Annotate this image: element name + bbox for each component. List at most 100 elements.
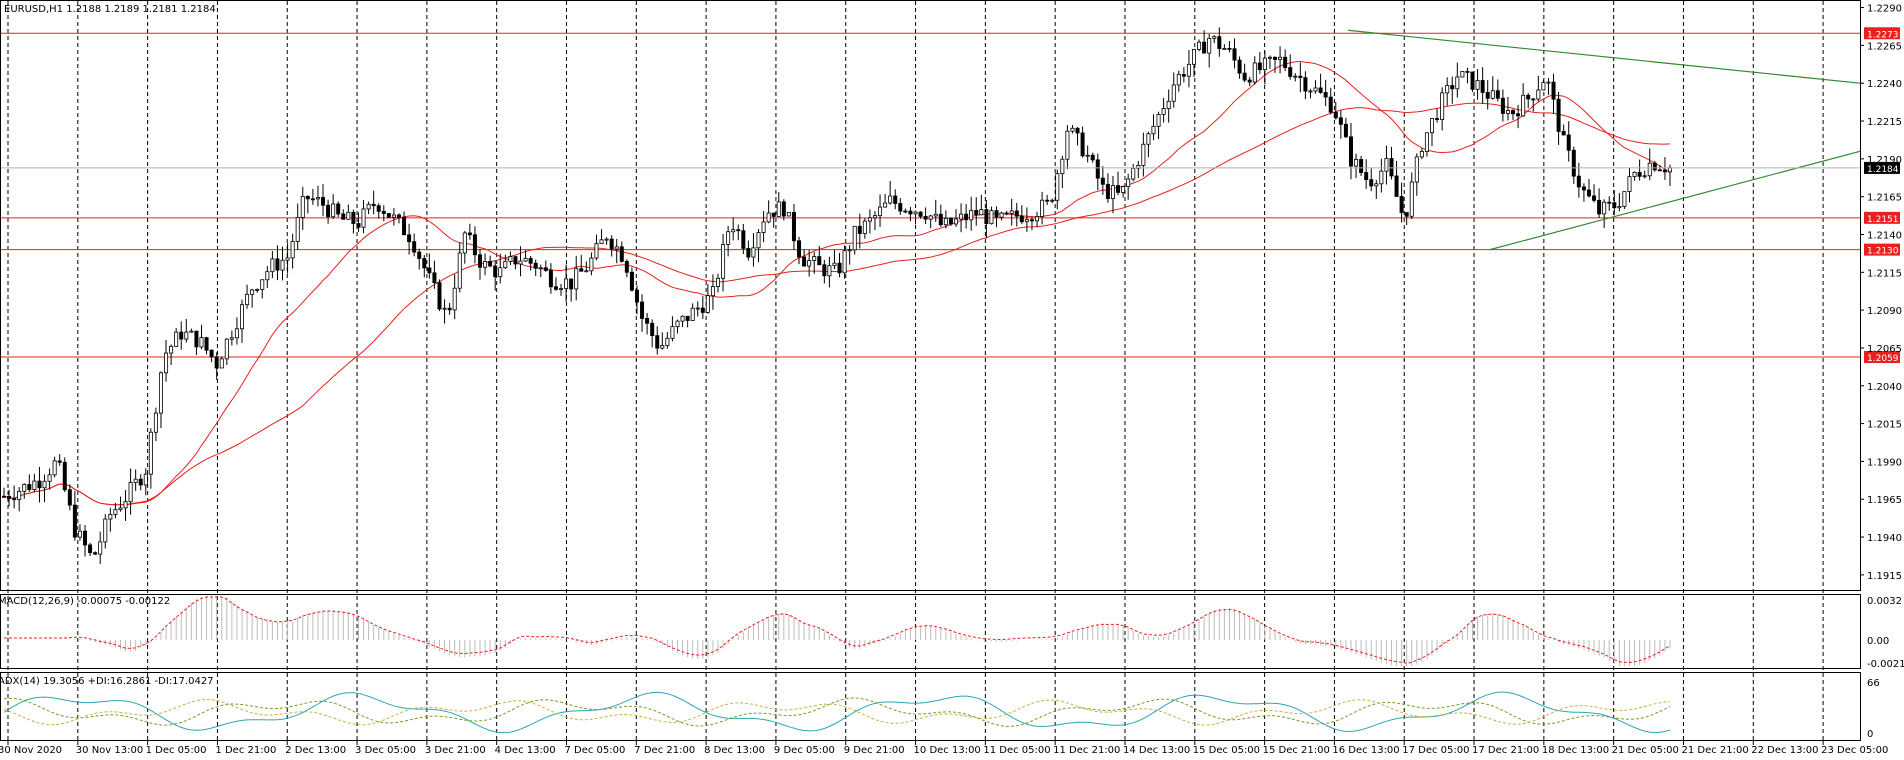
candle-body	[1085, 154, 1090, 157]
candle-body	[1389, 158, 1394, 177]
current-price-marker: 1.2184	[0, 161, 1900, 175]
candle-body	[214, 356, 219, 369]
candle-body	[1657, 169, 1662, 172]
candle-body	[1652, 162, 1657, 171]
candle-body	[1531, 98, 1536, 101]
candle-body	[290, 241, 295, 259]
candle-body	[1369, 179, 1374, 187]
candle-body	[564, 278, 569, 290]
adx-panel: 66 0	[3, 678, 1880, 740]
time-tick-label: 11 Dec 05:00	[983, 745, 1050, 756]
adx-tick-label: 0	[1867, 729, 1873, 740]
candle-body	[1536, 89, 1541, 100]
candle-body	[1343, 123, 1348, 138]
candle-body	[108, 514, 113, 520]
candle-body	[174, 331, 179, 347]
candle-body	[1247, 79, 1252, 83]
candle-body	[1237, 59, 1242, 74]
candle-body	[756, 232, 761, 249]
candle-body	[1546, 81, 1551, 84]
candle-body	[1637, 171, 1642, 177]
candle-body	[83, 530, 88, 546]
candle-body	[407, 234, 412, 243]
macd-panel: 0.0032 0.00 -0.00219	[4, 596, 1904, 670]
candle-body	[275, 258, 280, 271]
candle-body	[22, 484, 27, 492]
candle-body	[498, 267, 503, 278]
candle-body	[189, 330, 194, 333]
candle-body	[538, 267, 543, 270]
candle-body	[1561, 131, 1566, 136]
candle-body	[1318, 87, 1323, 93]
minus-di-line	[3, 698, 1671, 726]
candle-body	[954, 218, 959, 225]
candle-body	[710, 286, 715, 297]
candle-body	[842, 250, 847, 274]
candle-body	[964, 213, 969, 221]
candle-body	[1050, 199, 1055, 202]
candle-body	[1323, 92, 1328, 98]
candle-body	[1354, 159, 1359, 167]
candle-body	[1480, 80, 1485, 93]
candle-body	[948, 218, 953, 225]
time-tick-label: 17 Dec 05:00	[1402, 745, 1469, 756]
candle-body	[229, 337, 234, 340]
candle-body	[1267, 56, 1272, 59]
candle-body	[1202, 41, 1207, 54]
candle-body	[1511, 110, 1516, 115]
candle-body	[321, 197, 326, 206]
candle-body	[472, 234, 477, 256]
candle-body	[93, 552, 98, 555]
candle-body	[1014, 210, 1019, 217]
level-label: 1.2273	[1867, 30, 1899, 40]
candle-body	[1004, 212, 1009, 215]
candle-body	[700, 307, 705, 313]
moving-average-fast	[3, 60, 1671, 506]
candle-body	[128, 482, 133, 503]
candle-body	[1597, 199, 1602, 215]
candle-body	[245, 293, 250, 306]
adx-line	[3, 691, 1671, 734]
time-tick-label: 2 Dec 13:00	[285, 745, 346, 756]
candle-body	[310, 198, 315, 201]
candle-body	[969, 210, 974, 221]
candle-body	[386, 213, 391, 218]
price-tick-label: 1.1990	[1867, 457, 1902, 468]
candle-body	[1095, 159, 1100, 179]
candle-body	[346, 211, 351, 220]
candle-body	[1455, 76, 1460, 90]
price-tick-label: 1.2140	[1867, 230, 1902, 241]
candle-body	[1252, 62, 1257, 83]
candle-body	[847, 249, 852, 252]
candle-body	[857, 225, 862, 234]
candle-body	[989, 210, 994, 225]
time-tick-label: 17 Dec 21:00	[1472, 745, 1539, 756]
candle-body	[675, 320, 680, 328]
candle-body	[1075, 127, 1080, 134]
candle-body	[822, 264, 827, 277]
candle-body	[285, 257, 290, 261]
candle-body	[1556, 98, 1561, 132]
level-label: 1.2130	[1867, 247, 1899, 257]
price-tick-label: 1.2065	[1867, 344, 1902, 355]
time-tick-label: 10 Dec 13:00	[914, 745, 981, 756]
candle-body	[417, 251, 422, 259]
price-tick-label: 1.2165	[1867, 193, 1902, 204]
candle-body	[943, 218, 948, 226]
candle-body	[553, 286, 558, 290]
candle-body	[1283, 56, 1288, 68]
candle-body	[391, 214, 396, 218]
candle-body	[1060, 158, 1065, 175]
candle-body	[1424, 132, 1429, 152]
candle-body	[807, 260, 812, 267]
candle-body	[67, 489, 72, 506]
candle-body	[751, 247, 756, 258]
candle-body	[1586, 189, 1591, 197]
level-tag	[1864, 27, 1900, 40]
time-tick-label: 21 Dec 21:00	[1681, 745, 1748, 756]
candle-body	[928, 215, 933, 220]
candle-body	[1414, 156, 1419, 183]
candle-body	[148, 431, 153, 475]
